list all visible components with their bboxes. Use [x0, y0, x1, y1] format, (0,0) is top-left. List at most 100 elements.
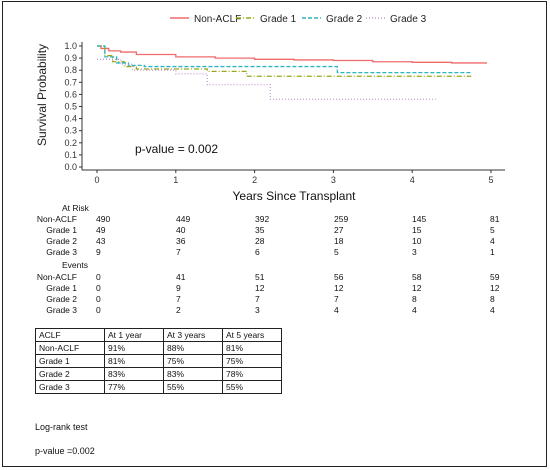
row-value: 35 [255, 225, 265, 235]
row-value: 28 [255, 236, 265, 246]
row-value: 40 [176, 225, 186, 235]
survival-summary-table: ACLF At 1 year At 3 years At 5 years Non-AC… [35, 328, 282, 394]
row-label: Grade 1 [46, 225, 77, 235]
row-value: 4 [490, 305, 495, 315]
x-tick-label: 1 [173, 175, 178, 185]
series-line-grade-2 [97, 45, 472, 74]
table-row: Grade 1 49 40 35 27 15 5 [0, 225, 550, 236]
row-value: 7 [176, 294, 181, 304]
row-value: 43 [96, 236, 106, 246]
row-label: Non-ACLF [36, 214, 77, 224]
y-tick-label: 0.3 [64, 126, 77, 136]
summary-cell: 81% [104, 354, 164, 368]
summary-row: Non-ACLF 91% 88% 81% [35, 341, 282, 355]
row-value: 145 [412, 214, 427, 224]
y-axis-label: Survival Probability [35, 44, 49, 146]
summary-cell: 81% [222, 341, 282, 355]
summary-cell: 83% [163, 367, 223, 381]
log-rank-label: Log-rank test [35, 422, 88, 432]
events-block-title: Events [62, 260, 88, 270]
legend-label: Grade 2 [326, 14, 363, 25]
row-value: 4 [334, 305, 339, 315]
row-value: 5 [334, 247, 339, 257]
row-value: 12 [255, 283, 265, 293]
row-value: 0 [96, 294, 101, 304]
row-value: 9 [96, 247, 101, 257]
summary-cell: Grade 3 [35, 380, 105, 394]
row-value: 0 [96, 305, 101, 315]
row-value: 56 [334, 272, 344, 282]
row-value: 9 [176, 283, 181, 293]
row-value: 10 [412, 236, 422, 246]
series-line-grade-3 [97, 58, 436, 100]
summary-cell: 75% [222, 354, 282, 368]
y-tick-label: 0.2 [64, 138, 77, 148]
km-chart: Non-ACLF Grade 1 Grade 2 Grade 3 0.00.10.20… [35, 14, 505, 203]
row-value: 36 [176, 236, 186, 246]
row-value: 5 [490, 225, 495, 235]
survival-curves [97, 45, 488, 100]
table-row: Non-ACLF 0 41 51 56 58 59 [0, 272, 550, 283]
row-value: 392 [255, 214, 270, 224]
row-label: Grade 2 [46, 236, 77, 246]
y-tick-label: 0.7 [64, 77, 77, 87]
summary-cell: 77% [104, 380, 164, 394]
summary-cell: Non-ACLF [35, 341, 105, 355]
row-value: 8 [490, 294, 495, 304]
summary-header-cell: At 1 year [104, 328, 164, 342]
x-tick-label: 4 [410, 175, 415, 185]
footer-p-value: p-value =0.002 [35, 446, 95, 456]
summary-cell: Grade 2 [35, 367, 105, 381]
row-label: Grade 1 [46, 283, 77, 293]
row-value: 59 [490, 272, 500, 282]
x-tick-label: 3 [331, 175, 336, 185]
y-tick-label: 0.6 [64, 89, 77, 99]
table-row: Grade 3 0 2 3 4 4 4 [0, 305, 550, 316]
risk-block-title: At Risk [62, 203, 89, 213]
summary-header-cell: At 5 years [222, 328, 282, 342]
row-value: 490 [96, 214, 111, 224]
row-label: Non-ACLF [36, 272, 77, 282]
row-value: 41 [176, 272, 186, 282]
row-value: 18 [334, 236, 344, 246]
row-value: 4 [490, 236, 495, 246]
row-value: 12 [412, 283, 422, 293]
row-value: 8 [412, 294, 417, 304]
y-tick-label: 0.0 [64, 162, 77, 172]
summary-cell: 55% [222, 380, 282, 394]
row-value: 81 [490, 214, 500, 224]
table-row: Grade 3 9 7 6 5 3 1 [0, 247, 550, 258]
summary-cell: 88% [163, 341, 223, 355]
row-value: 7 [255, 294, 260, 304]
series-line-non-aclf [97, 45, 488, 64]
row-value: 49 [96, 225, 106, 235]
axes: 0.0 0.1 0.2 0.3 0.4 0.5 0.6 0.7 0.8 0.9 1.0 0 1 2 3 4 5 [64, 41, 505, 185]
row-label: Grade 2 [46, 294, 77, 304]
summary-row: Grade 3 77% 55% 55% [35, 380, 282, 394]
row-value: 4 [412, 305, 417, 315]
summary-header-cell: At 3 years [163, 328, 223, 342]
x-tick-label: 0 [94, 175, 99, 185]
p-value-annotation: p-value = 0.002 [135, 142, 218, 156]
summary-row: Grade 1 81% 75% 75% [35, 354, 282, 368]
summary-cell: 91% [104, 341, 164, 355]
summary-cell: 78% [222, 367, 282, 381]
table-row: Grade 2 43 36 28 18 10 4 [0, 236, 550, 247]
table-row: Grade 1 0 9 12 12 12 12 [0, 283, 550, 294]
row-value: 2 [176, 305, 181, 315]
summary-header-row: ACLF At 1 year At 3 years At 5 years [35, 328, 282, 342]
y-tick-label: 0.8 [64, 65, 77, 75]
legend: Non-ACLF Grade 1 Grade 2 Grade 3 [170, 14, 427, 25]
legend-label: Grade 1 [260, 14, 297, 25]
row-value: 259 [334, 214, 349, 224]
x-tick-label: 2 [252, 175, 257, 185]
row-value: 0 [96, 272, 101, 282]
row-value: 12 [334, 283, 344, 293]
summary-cell: 75% [163, 354, 223, 368]
table-row: Non-ACLF 490 449 392 259 145 81 [0, 214, 550, 225]
row-label: Grade 3 [46, 247, 77, 257]
row-value: 1 [490, 247, 495, 257]
y-tick-label: 0.1 [64, 150, 77, 160]
table-row: Grade 2 0 7 7 7 8 8 [0, 294, 550, 305]
